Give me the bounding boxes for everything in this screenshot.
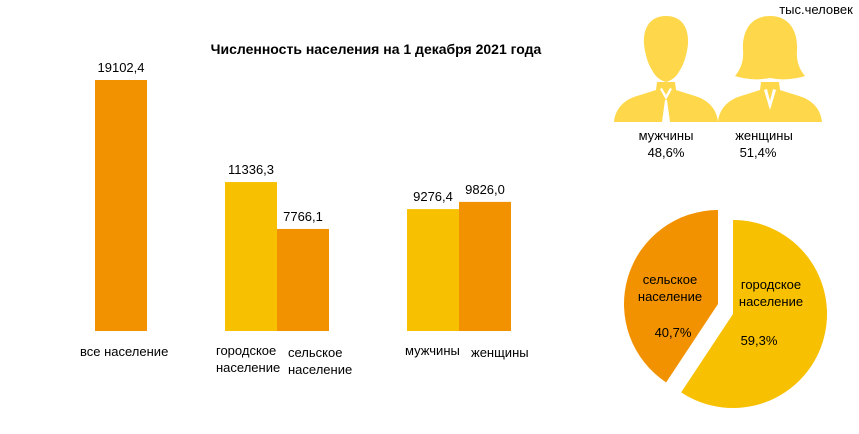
- women-percent: 51,4%: [740, 145, 777, 160]
- men-percent: 48,6%: [648, 145, 685, 160]
- bar-category-label: городское: [216, 343, 276, 358]
- bar-category-label: население: [288, 362, 352, 377]
- bar-category-label: все население: [80, 344, 168, 359]
- bar: [95, 80, 147, 331]
- bar: [407, 209, 459, 331]
- pie-slice-label: городское: [741, 277, 801, 292]
- men-label: мужчины: [639, 128, 694, 143]
- women-label: женщины: [735, 128, 793, 143]
- pie-slice-label: сельское: [643, 272, 697, 287]
- bar: [277, 228, 329, 331]
- bar-category-label: население: [216, 360, 280, 375]
- bar-chart: 19102,4 все население 11336,3 городское насе…: [80, 60, 529, 377]
- units-label: тыс.человек: [779, 2, 853, 17]
- bar-value-label: 11336,3: [228, 162, 274, 177]
- bar: [225, 182, 277, 331]
- bar-value-label: 9826,0: [465, 182, 505, 197]
- pie-slice-percent: 40,7%: [655, 325, 692, 340]
- chart-title: Численность населения на 1 декабря 2021 …: [211, 41, 542, 57]
- bar-category-label: сельское: [288, 345, 342, 360]
- pie-chart: городское население 59,3% сельское население…: [624, 210, 827, 408]
- woman-silhouette-icon: [718, 16, 822, 122]
- pie-slice-label: население: [638, 289, 702, 304]
- man-silhouette-icon: [614, 16, 718, 122]
- bar-value-label: 19102,4: [98, 60, 145, 75]
- pie-slice: [624, 210, 718, 383]
- bar-value-label: 7766,1: [283, 209, 323, 224]
- pie-slice-percent: 59,3%: [741, 333, 778, 348]
- bar-value-label: 9276,4: [413, 189, 453, 204]
- bar-category-label: женщины: [471, 345, 529, 360]
- pie-slice: [681, 220, 827, 408]
- pie-slice-label: население: [739, 294, 803, 309]
- bar-category-label: мужчины: [405, 343, 460, 358]
- bar: [459, 201, 511, 331]
